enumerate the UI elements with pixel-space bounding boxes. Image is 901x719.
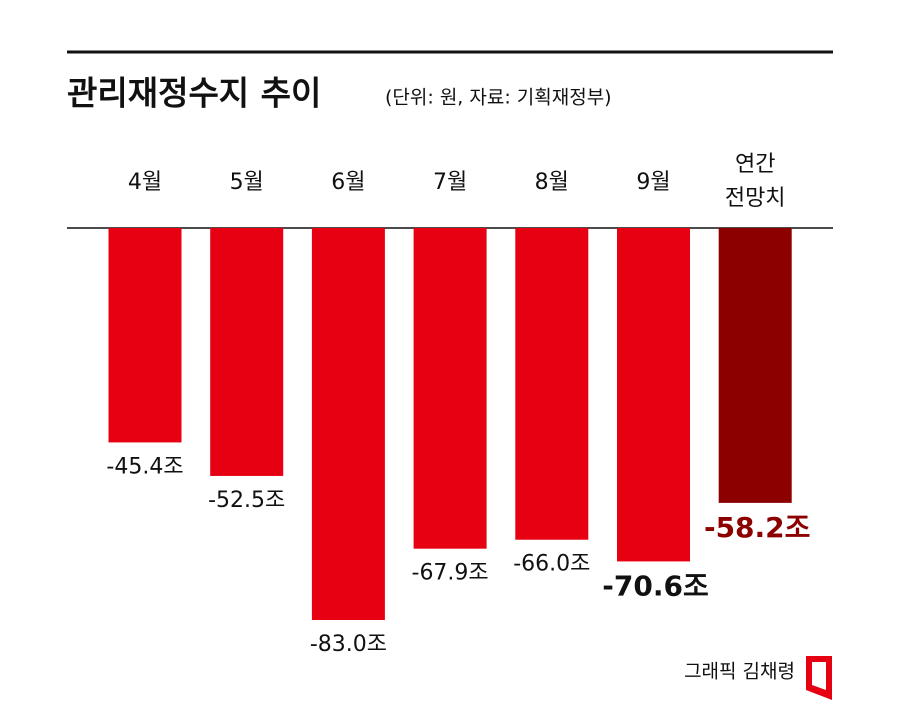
bar xyxy=(210,228,284,476)
value-label: -66.0조 xyxy=(513,552,590,577)
logo xyxy=(806,656,832,700)
bar xyxy=(413,228,487,549)
value-label: -67.9조 xyxy=(412,561,489,586)
bar xyxy=(617,228,690,562)
chart-subtitle: (단위: 원, 자료: 기획재정부) xyxy=(385,87,612,109)
x-tick-label: 8월 xyxy=(535,170,569,195)
value-label: -83.0조 xyxy=(310,632,387,657)
x-tick-label: 7월 xyxy=(433,170,467,195)
x-tick-label: 4월 xyxy=(128,170,162,195)
bar xyxy=(108,228,182,443)
value-label: -45.4조 xyxy=(106,454,183,479)
bar xyxy=(515,228,589,540)
bar xyxy=(311,228,385,620)
value-label: -52.5조 xyxy=(208,488,285,513)
x-tick-label: 연간 전망치 xyxy=(725,152,786,211)
credit: 그래픽 김채령 xyxy=(684,661,795,683)
bar xyxy=(718,228,792,503)
x-tick-label: 9월 xyxy=(636,170,670,195)
value-label: -58.2조 xyxy=(704,511,810,544)
x-tick-label: 5월 xyxy=(230,170,264,195)
chart-title: 관리재정수지 추이 xyxy=(67,74,321,113)
value-label: -70.6조 xyxy=(602,569,708,602)
x-tick-label: 6월 xyxy=(331,170,365,195)
